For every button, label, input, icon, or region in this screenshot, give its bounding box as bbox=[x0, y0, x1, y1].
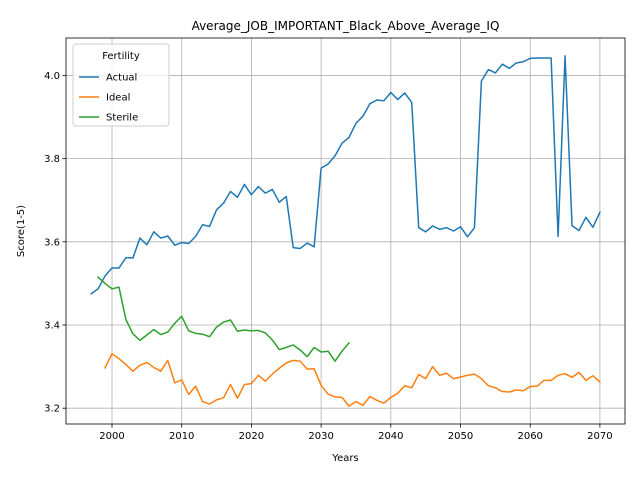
x-tick-label: 2030 bbox=[308, 431, 333, 442]
legend-box bbox=[72, 43, 170, 127]
legend-label-sterile: Sterile bbox=[106, 113, 138, 124]
x-tick-label: 2020 bbox=[239, 431, 264, 442]
x-tick-label: 2060 bbox=[517, 431, 542, 442]
series-line-actual bbox=[90, 55, 601, 295]
series-line-ideal bbox=[104, 352, 601, 407]
y-tick-label: 3.4 bbox=[44, 321, 60, 332]
series-line-sterile bbox=[97, 276, 351, 362]
legend: Fertility Actual Ideal Sterile bbox=[72, 43, 170, 127]
x-tick-label: 2040 bbox=[378, 431, 403, 442]
y-tick-label: 3.2 bbox=[44, 404, 60, 415]
x-tick-label: 2070 bbox=[587, 431, 612, 442]
x-axis: 2000 2010 2020 2030 2040 2050 2060 2070 bbox=[99, 424, 613, 442]
grid bbox=[66, 38, 625, 424]
x-tick-label: 2000 bbox=[99, 431, 124, 442]
plot-frame bbox=[65, 37, 626, 425]
y-tick-label: 3.8 bbox=[44, 154, 60, 165]
y-tick-label: 3.6 bbox=[44, 237, 60, 248]
series-layer bbox=[90, 55, 601, 407]
y-axis-label: Score(1-5) bbox=[16, 205, 27, 257]
x-tick-label: 2050 bbox=[448, 431, 473, 442]
y-axis: 3.2 3.4 3.6 3.8 4.0 bbox=[44, 71, 66, 415]
y-tick-label: 4.0 bbox=[44, 71, 60, 82]
chart-title: Average_JOB_IMPORTANT_Black_Above_Averag… bbox=[192, 19, 500, 33]
legend-label-actual: Actual bbox=[106, 73, 137, 84]
x-axis-label: Years bbox=[331, 453, 358, 464]
legend-title: Fertility bbox=[102, 51, 140, 62]
x-tick-label: 2010 bbox=[169, 431, 194, 442]
legend-label-ideal: Ideal bbox=[106, 93, 130, 104]
